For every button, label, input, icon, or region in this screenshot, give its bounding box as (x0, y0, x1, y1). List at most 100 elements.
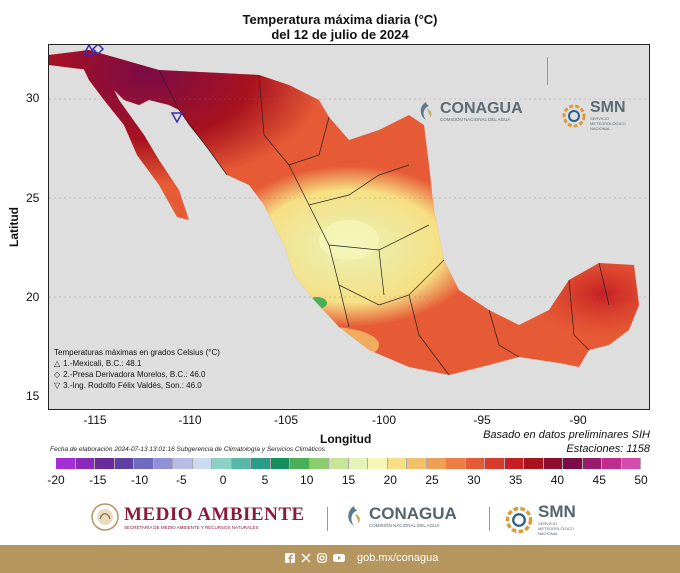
colorbar-swatch (270, 458, 290, 469)
colorbar-label: 40 (550, 473, 565, 487)
map-logo-smn: SMN SERVICIO METEOROLÓGICO NACIONAL (561, 100, 630, 131)
colorbar-swatch (407, 458, 427, 469)
colorbar-label: 0 (219, 473, 227, 487)
colorbar-swatch (348, 458, 368, 469)
smn-logo-icon (505, 506, 533, 533)
colorbar-swatch (485, 458, 505, 469)
triangle-down-icon: ▽ (54, 381, 61, 390)
colorbar-swatch (95, 458, 115, 469)
conagua-logo-icon (348, 506, 360, 526)
legend-heading: Temperaturas máximas en grados Celsius (… (54, 348, 220, 357)
map-title: Temperatura máxima diaria (°C) (242, 12, 438, 27)
longitude-axis-title: Longitud (320, 432, 372, 446)
colorbar-swatch (446, 458, 466, 469)
colorbar-swatch (56, 458, 76, 469)
map-smn-sub: SERVICIO METEOROLÓGICO NACIONAL (590, 116, 626, 131)
social-links: gob.mx/conagua (285, 552, 438, 564)
footer-smn-sub: SERVICIO METEOROLÓGICO NACIONAL (538, 521, 574, 536)
map-logo-conagua: CONAGUA COMISIÓN NACIONAL DEL AGUA (415, 100, 523, 122)
colorbar-swatch (114, 458, 134, 469)
station-legend: Temperaturas máximas en grados Celsius (… (54, 347, 220, 391)
footer-separator-2 (489, 507, 490, 531)
x-tick--115: -115 (83, 413, 107, 427)
map-conagua-sub: COMISIÓN NACIONAL DEL AGUA (440, 116, 511, 122)
map-graphic (49, 45, 649, 376)
smn-logo-icon (562, 104, 586, 127)
colorbar-swatch (465, 458, 485, 469)
colorbar-swatch (309, 458, 329, 469)
footer-logo-medio-ambiente: MEDIO AMBIENTE SECRETARÍA DE MEDIO AMBIE… (90, 502, 305, 532)
colorbar (56, 458, 641, 469)
y-tick-30: 30 (26, 91, 40, 105)
footer-conagua-text: CONAGUA (369, 503, 457, 523)
x-tick--110: -110 (178, 413, 202, 427)
map-conagua-text: CONAGUA (440, 99, 523, 117)
colorbar-swatch (621, 458, 641, 469)
footer-logo-conagua: CONAGUA COMISIÓN NACIONAL DEL AGUA (342, 503, 457, 529)
colorbar-label: 30 (467, 473, 481, 487)
colorbar-swatch (426, 458, 446, 469)
footer-logos: MEDIO AMBIENTE SECRETARÍA DE MEDIO AMBIE… (0, 497, 680, 542)
colorbar-swatch (543, 458, 563, 469)
station-marker-1 (82, 45, 96, 55)
colorbar-label: -5 (176, 473, 187, 487)
colorbar-swatch (134, 458, 154, 469)
map-date: del 12 de julio de 2024 (271, 27, 409, 42)
colorbar-label: -20 (47, 473, 65, 487)
colorbar-label: 10 (300, 473, 314, 487)
colorbar-swatch (368, 458, 388, 469)
x-tick--90: -90 (569, 413, 587, 427)
colorbar-swatch (329, 458, 349, 469)
colorbar-swatch (192, 458, 212, 469)
colorbar-swatch (524, 458, 544, 469)
temperature-map: CONAGUA COMISIÓN NACIONAL DEL AGUA SMN S… (48, 44, 650, 410)
footer-smn-text: SMN (538, 502, 576, 521)
triangle-up-icon: △ (54, 359, 61, 368)
map-smn-text: SMN (590, 99, 626, 116)
colorbar-label: -15 (89, 473, 107, 487)
x-icon[interactable] (301, 553, 311, 563)
colorbar-swatch (582, 458, 602, 469)
colorbar-label: 5 (261, 473, 269, 487)
diamond-icon: ◇ (54, 370, 61, 379)
colorbar-swatch (75, 458, 95, 469)
legend-item-2: ◇ 2.-Presa Derivadora Morelos, B.C.: 46.0 (54, 370, 206, 379)
conagua-logo-icon (420, 102, 432, 120)
colorbar-swatch (212, 458, 232, 469)
graticule (49, 98, 649, 298)
station-count: Estaciones: 1158 (566, 443, 650, 455)
x-tick--100: -100 (371, 413, 397, 427)
colorbar-swatch (153, 458, 173, 469)
y-tick-15: 15 (26, 389, 40, 403)
colorbar-swatch (231, 458, 251, 469)
footer-logo-smn: SMN SERVICIO METEOROLÓGICO NACIONAL (504, 503, 584, 536)
legend-item-3: ▽ 3.-Ing. Rodolfo Félix Valdés, Son.: 46.… (54, 381, 202, 390)
colorbar-swatch (563, 458, 583, 469)
youtube-icon[interactable] (333, 553, 345, 563)
footer-medio-text: MEDIO AMBIENTE (124, 503, 305, 525)
colorbar-swatch (602, 458, 622, 469)
colorbar-label: 45 (592, 473, 606, 487)
colorbar-swatch (251, 458, 271, 469)
facebook-icon[interactable] (285, 553, 295, 563)
footer-conagua-sub: COMISIÓN NACIONAL DEL AGUA (369, 522, 440, 528)
elaboration-date: Fecha de elaboración 2024-07-13 13:01:16… (50, 446, 325, 453)
y-tick-20: 20 (26, 290, 40, 304)
colorbar-label: 15 (341, 473, 356, 487)
colorbar-swatch (290, 458, 310, 469)
footer-site-link[interactable]: gob.mx/conagua (357, 552, 439, 564)
station-marker-3 (170, 112, 184, 124)
colorbar-label: 35 (508, 473, 523, 487)
map-logo-separator (547, 57, 548, 85)
station-marker-2 (91, 45, 105, 56)
colorbar-label: 20 (383, 473, 397, 487)
colorbar-label: 50 (634, 473, 648, 487)
footer-separator-1 (327, 507, 328, 531)
station-markers (82, 45, 184, 124)
y-tick-25: 25 (26, 191, 40, 205)
instagram-icon[interactable] (317, 553, 327, 563)
footer-medio-sub: SECRETARÍA DE MEDIO AMBIENTE Y RECURSOS … (124, 524, 259, 530)
legend-item-1: △ 1.-Mexicali, B.C.: 48.1 (54, 359, 142, 368)
x-tick--95: -95 (473, 413, 491, 427)
latitude-axis-title: Latitud (7, 207, 21, 247)
